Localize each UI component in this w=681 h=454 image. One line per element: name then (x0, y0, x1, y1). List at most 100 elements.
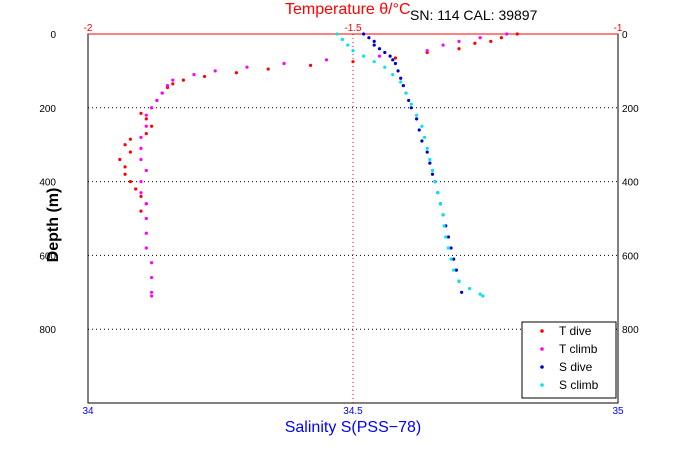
point-s-dive-0 (362, 32, 366, 36)
point-t-climb-8 (245, 65, 249, 69)
point-t-dive-6 (393, 56, 397, 60)
legend-label-s-dive: S dive (559, 360, 593, 374)
point-t-climb-3 (441, 43, 445, 47)
bottom-tick-34: 34 (82, 406, 94, 417)
point-t-climb-23 (139, 191, 143, 195)
y-axis-title: Depth (m) (45, 188, 62, 263)
point-t-climb-2 (457, 39, 461, 43)
point-s-dive-10 (399, 76, 403, 80)
legend-marker-s-climb (540, 383, 544, 387)
point-t-climb-5 (377, 54, 382, 58)
legend-marker-t-climb (540, 347, 544, 351)
point-t-dive-28 (128, 180, 132, 184)
point-t-climb-17 (144, 124, 148, 128)
point-s-dive-7 (391, 58, 395, 62)
bottom-tick-34.5: 34.5 (343, 406, 363, 417)
point-t-dive-4 (457, 47, 461, 51)
point-t-dive-11 (203, 74, 207, 79)
legend-box (521, 321, 617, 399)
point-s-dive-9 (396, 69, 400, 73)
point-t-climb-27 (144, 246, 148, 250)
point-t-climb-19 (139, 146, 143, 150)
data-points (118, 32, 519, 298)
legend-label-t-dive: T dive (559, 324, 592, 338)
point-s-climb-5 (372, 60, 376, 64)
legend-marker-t-dive (540, 329, 544, 333)
point-t-dive-19 (144, 117, 148, 121)
point-s-climb-4 (362, 54, 366, 58)
point-s-dive-2 (372, 39, 376, 43)
x-axis-title: Salinity S(PSS−78) (285, 419, 422, 436)
point-s-climb-13 (422, 135, 427, 139)
point-t-dive-22 (128, 137, 132, 141)
point-s-dive-29 (454, 268, 458, 272)
point-t-dive-1 (499, 36, 503, 40)
y-tick-right-0: 0 (622, 30, 628, 41)
point-s-dive-14 (409, 106, 413, 110)
point-s-dive-1 (367, 36, 371, 40)
bottom-tick-35: 35 (612, 406, 624, 417)
point-t-dive-29 (134, 187, 138, 191)
point-s-climb-27 (468, 287, 472, 291)
point-s-climb-16 (430, 168, 435, 173)
point-s-climb-28 (478, 292, 482, 296)
top-tick--2: -2 (84, 23, 93, 34)
point-t-climb-28 (150, 261, 154, 265)
grid-lines (88, 107, 618, 330)
point-t-climb-20 (139, 157, 143, 162)
point-s-dive-8 (393, 61, 397, 66)
point-s-climb-6 (383, 65, 387, 69)
point-s-climb-25 (452, 268, 456, 272)
point-t-dive-13 (171, 82, 175, 86)
y-tick-right-200: 200 (622, 104, 639, 115)
point-s-climb-15 (428, 157, 432, 162)
top-tick--1.5: -1.5 (344, 23, 362, 34)
point-t-climb-4 (425, 49, 429, 53)
y-tick-right-800: 800 (622, 325, 639, 336)
point-t-dive-25 (118, 157, 122, 162)
point-s-dive-20 (430, 172, 435, 176)
point-t-dive-7 (351, 60, 355, 64)
y-tick-left-0: 0 (50, 30, 56, 41)
top-axis-title: Temperature θ/°C (285, 1, 411, 18)
point-t-climb-11 (171, 78, 175, 82)
point-s-dive-11 (401, 84, 405, 88)
point-s-climb-22 (444, 235, 448, 239)
point-s-dive-5 (383, 50, 387, 55)
y-tick-right-600: 600 (622, 251, 639, 262)
top-tick--1: -1 (614, 23, 623, 34)
y-tick-left-600: 600 (39, 251, 56, 262)
point-s-climb-18 (436, 191, 440, 195)
point-t-dive-8 (309, 63, 313, 67)
y-tick-right-400: 400 (622, 178, 639, 189)
point-s-dive-31 (460, 290, 464, 294)
point-s-climb-0 (335, 32, 339, 36)
point-s-climb-2 (346, 43, 350, 47)
point-t-dive-12 (181, 78, 185, 82)
point-s-climb-1 (340, 37, 344, 42)
point-s-climb-9 (404, 91, 408, 95)
axis-ticks: 0 0 200 200 400 400 600 600 800 800 -2 -1.5 -1 34 34.5… (39, 23, 639, 417)
point-t-climb-24 (144, 202, 148, 206)
point-s-climb-19 (438, 202, 443, 206)
point-t-climb-14 (155, 98, 159, 103)
point-s-climb-17 (433, 180, 437, 184)
point-t-dive-0 (515, 32, 519, 36)
point-s-dive-15 (415, 117, 419, 121)
legend-label-t-climb: T climb (559, 342, 598, 356)
point-t-dive-30 (139, 194, 143, 198)
point-t-dive-18 (139, 111, 143, 115)
point-s-climb-29 (481, 294, 485, 298)
point-t-climb-16 (144, 113, 148, 117)
point-t-climb-18 (139, 135, 143, 139)
point-s-climb-21 (442, 224, 446, 228)
point-t-climb-9 (213, 69, 217, 73)
point-t-climb-22 (139, 180, 143, 184)
point-t-climb-10 (192, 72, 196, 77)
point-s-dive-13 (407, 98, 411, 103)
point-t-climb-21 (144, 168, 148, 173)
legend-marker-s-dive (540, 365, 544, 369)
point-t-dive-21 (144, 132, 148, 136)
point-t-climb-1 (478, 36, 482, 40)
point-s-climb-7 (391, 72, 395, 77)
